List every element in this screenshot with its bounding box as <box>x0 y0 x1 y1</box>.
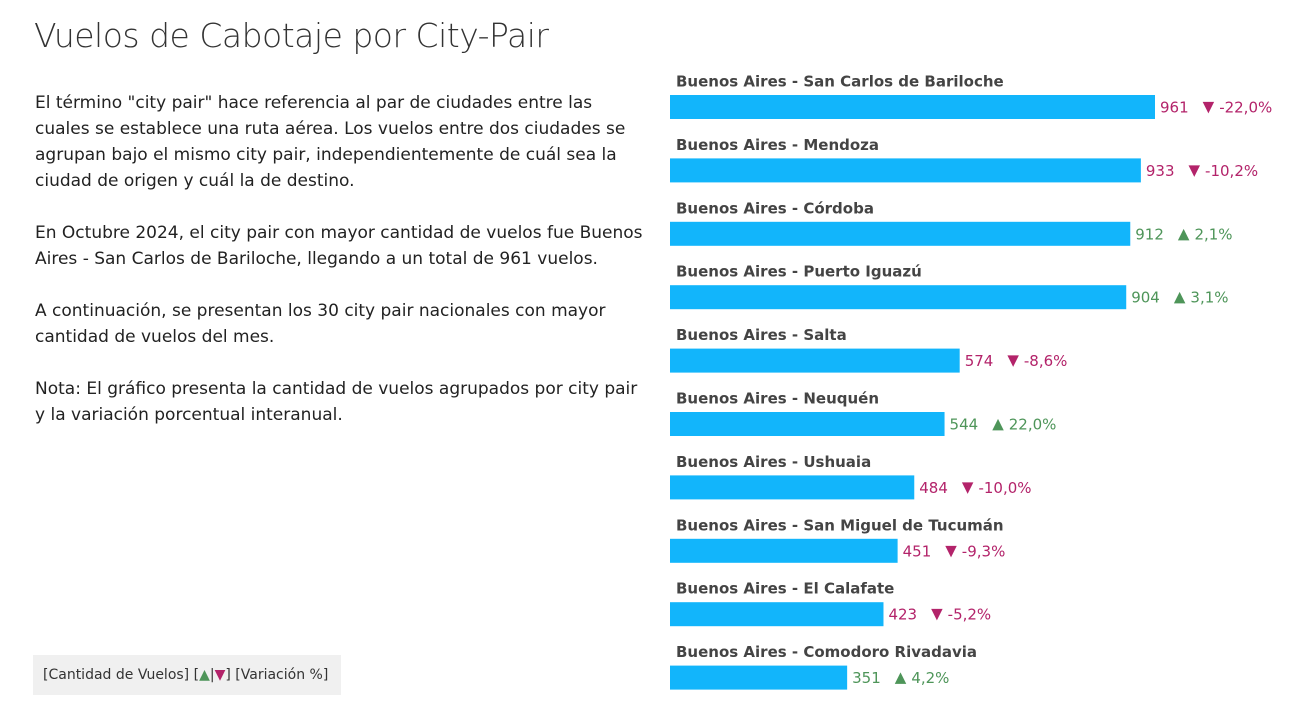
change-label: -22,0% <box>1219 99 1272 117</box>
change-arrow: ▼ <box>1007 351 1019 369</box>
category-label: Buenos Aires - Mendoza <box>676 136 879 154</box>
change-label: -5,2% <box>948 606 992 624</box>
change-arrow: ▲ <box>1174 288 1186 306</box>
value-label: 574 <box>965 352 994 370</box>
legend-entry: [Cantidad de Vuelos] <box>43 667 190 683</box>
change-arrow: ▲ <box>1178 224 1190 242</box>
bar <box>670 475 915 500</box>
change-label: 22,0% <box>1009 416 1057 434</box>
value-label: 484 <box>919 479 948 497</box>
value-label: 544 <box>950 416 979 434</box>
legend: [Cantidad de Vuelos] [▲|▼] [Variación %] <box>33 655 341 695</box>
page-title: Vuelos de Cabotaje por City-Pair <box>34 16 549 55</box>
category-label: Buenos Aires - Neuquén <box>676 390 879 408</box>
bar <box>670 348 960 373</box>
change-arrow: ▼ <box>962 478 974 496</box>
change-arrow: ▲ <box>895 668 907 686</box>
legend-entry: [Variación %] <box>235 667 329 683</box>
legend-marker: ▼ <box>214 667 226 683</box>
value-label: 912 <box>1135 225 1164 243</box>
change-label: 4,2% <box>911 669 949 687</box>
bar <box>670 602 884 627</box>
bar <box>670 665 848 690</box>
bar <box>670 538 898 563</box>
bar <box>670 221 1131 246</box>
category-label: Buenos Aires - El Calafate <box>676 580 894 598</box>
category-label: Buenos Aires - Puerto Iguazú <box>676 263 922 281</box>
bar <box>670 285 1127 310</box>
category-label: Buenos Aires - Salta <box>676 326 847 344</box>
value-label: 961 <box>1160 99 1189 117</box>
change-label: -8,6% <box>1024 352 1068 370</box>
category-label: Buenos Aires - San Miguel de Tucumán <box>676 516 1004 534</box>
description: El término "city pair" hace referencia a… <box>35 90 645 454</box>
category-label: Buenos Aires - Comodoro Rivadavia <box>676 643 977 661</box>
bar <box>670 412 945 436</box>
legend-marker: ] <box>225 667 231 683</box>
change-arrow: ▼ <box>945 541 957 559</box>
paragraph: El término "city pair" hace referencia a… <box>35 93 626 191</box>
category-label: Buenos Aires - Córdoba <box>676 199 874 217</box>
legend-marker: | <box>209 667 215 683</box>
paragraph: A continuación, se presentan los 30 city… <box>35 301 606 347</box>
value-label: 451 <box>903 542 932 560</box>
change-arrow: ▲ <box>992 415 1004 433</box>
change-label: -10,0% <box>978 479 1031 497</box>
change-label: -9,3% <box>962 542 1006 560</box>
bar <box>670 95 1155 119</box>
change-arrow: ▼ <box>931 605 943 623</box>
value-label: 423 <box>888 606 917 624</box>
change-arrow: ▼ <box>1189 161 1201 179</box>
change-label: 3,1% <box>1190 289 1228 307</box>
paragraph: Nota: El gráfico presenta la cantidad de… <box>35 379 638 425</box>
legend-marker: [ <box>193 667 200 683</box>
legend-marker: ▲ <box>199 667 210 683</box>
change-arrow: ▼ <box>1203 98 1215 116</box>
change-label: -10,2% <box>1205 162 1258 180</box>
category-label: Buenos Aires - San Carlos de Bariloche <box>676 73 1004 91</box>
bar <box>670 158 1141 183</box>
change-label: 2,1% <box>1194 225 1232 243</box>
paragraph: En Octubre 2024, el city pair con mayor … <box>35 223 643 269</box>
value-label: 351 <box>852 669 881 687</box>
value-label: 933 <box>1146 162 1175 180</box>
category-label: Buenos Aires - Ushuaia <box>676 453 871 471</box>
value-label: 904 <box>1131 289 1160 307</box>
